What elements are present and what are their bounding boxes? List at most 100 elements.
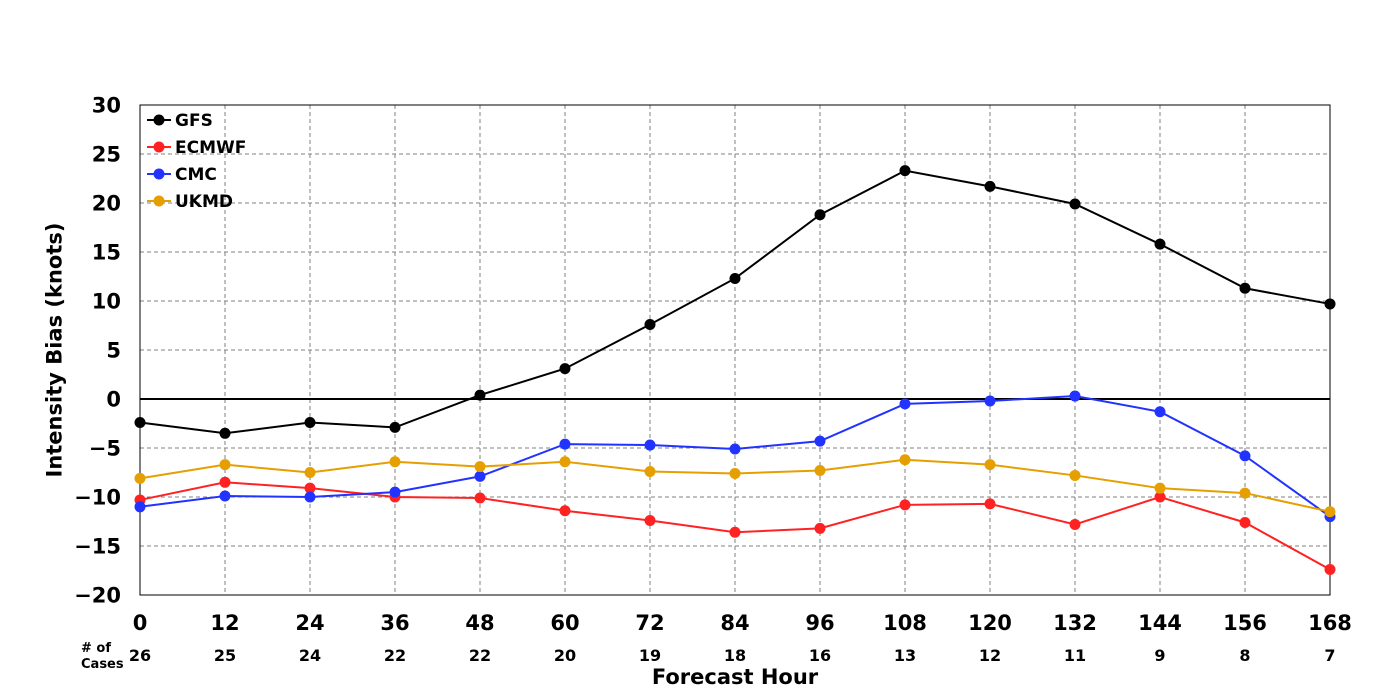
data-point-ukmd [814,465,826,477]
y-tick-label: 15 [92,241,121,265]
y-axis-ticks: −20 −15 −10 −5 0 5 10 15 20 25 30 [74,94,121,608]
case-count: 26 [129,646,151,665]
data-point-ukmd [644,466,656,478]
data-point-gfs [1324,298,1336,310]
plot-frame [139,104,1331,596]
case-count: 8 [1239,646,1250,665]
data-point-gfs [304,417,316,429]
x-tick-label: 24 [295,611,324,635]
data-point-cmc [729,443,741,455]
data-point-gfs [219,427,231,439]
cases-row: 26 25 24 22 22 20 19 18 16 13 12 11 9 8 7 [129,646,1336,665]
grid [139,104,1331,596]
x-tick-label: 72 [635,611,664,635]
x-tick-label: 12 [210,611,239,635]
data-point-ukmd [1324,506,1336,518]
y-tick-label: 20 [92,192,121,216]
legend-marker-cmc [153,168,165,180]
data-point-ukmd [304,467,316,478]
y-tick-label: −20 [74,584,121,608]
case-count: 9 [1154,646,1165,665]
data-point-ecmwf [559,505,571,517]
x-tick-label: 144 [1138,611,1182,635]
data-point-ecmwf [644,515,656,527]
cases-label-line1: # of [81,641,111,656]
data-point-ukmd [1154,482,1166,494]
x-axis-title: Forecast Hour [652,665,819,689]
case-count: 16 [809,646,831,665]
data-point-ecmwf [814,522,826,534]
data-point-gfs [814,209,826,221]
data-point-ecmwf [219,476,231,488]
data-point-cmc [559,438,571,450]
x-tick-label: 48 [465,611,494,635]
x-tick-label: 0 [133,611,148,635]
data-point-ecmwf [1069,518,1081,530]
data-point-gfs [899,165,911,177]
x-tick-label: 120 [968,611,1012,635]
y-tick-label: 25 [92,143,121,167]
series-cmc [134,390,1336,523]
legend-marker-gfs [153,114,165,126]
data-point-ecmwf [304,482,316,494]
cases-label-line2: Cases [81,657,124,672]
data-point-ukmd [1239,487,1251,499]
data-point-gfs [1069,198,1081,210]
data-point-cmc [1154,406,1166,418]
x-tick-label: 60 [550,611,579,635]
data-point-gfs [984,180,996,192]
data-point-cmc [134,501,146,513]
x-tick-label: 132 [1053,611,1097,635]
case-count: 11 [1064,646,1086,665]
data-point-ukmd [389,456,401,468]
data-point-cmc [899,398,911,410]
data-point-gfs [134,417,146,429]
data-point-cmc [1239,450,1251,462]
data-point-ukmd [134,472,146,484]
x-tick-label: 36 [380,611,409,635]
data-point-ukmd [729,467,741,479]
y-tick-label: −15 [74,535,121,559]
data-point-gfs [1239,282,1251,294]
case-count: 25 [214,646,236,665]
data-point-cmc [644,439,656,451]
x-tick-label: 84 [720,611,749,635]
data-point-gfs [729,272,741,284]
x-tick-label: 108 [883,611,927,635]
data-point-ukmd [1069,469,1081,481]
data-point-gfs [474,389,486,401]
legend-label-gfs: GFS [175,111,213,131]
series-ukmd [134,454,1336,518]
x-tick-label: 156 [1223,611,1267,635]
data-point-gfs [1154,238,1166,250]
y-tick-label: 30 [92,94,121,118]
legend-item-ecmwf: ECMWF [147,138,246,158]
legend-marker-ukmd [153,195,165,207]
y-tick-label: −5 [89,437,121,461]
data-point-ecmwf [899,499,911,511]
case-count: 13 [894,646,916,665]
legend-label-ecmwf: ECMWF [175,138,246,158]
case-count: 7 [1324,646,1335,665]
data-point-ukmd [474,461,486,473]
y-axis-title: Intensity Bias (knots) [42,223,66,478]
data-point-cmc [219,490,231,502]
data-point-gfs [389,421,401,433]
data-point-cmc [474,470,486,482]
data-point-cmc [389,486,401,498]
legend: GFS ECMWF CMC UKMD [147,111,246,212]
x-tick-label: 96 [805,611,834,635]
case-count: 24 [299,646,321,665]
y-tick-label: 0 [106,388,121,412]
data-point-gfs [644,319,656,331]
legend-label-ukmd: UKMD [175,192,233,212]
data-point-ecmwf [1154,491,1166,503]
data-point-ukmd [899,454,911,466]
series-gfs [134,165,1336,439]
data-point-ecmwf [984,498,996,510]
legend-item-ukmd: UKMD [147,192,233,212]
legend-marker-ecmwf [153,141,165,153]
data-point-cmc [814,435,826,447]
case-count: 19 [639,646,661,665]
